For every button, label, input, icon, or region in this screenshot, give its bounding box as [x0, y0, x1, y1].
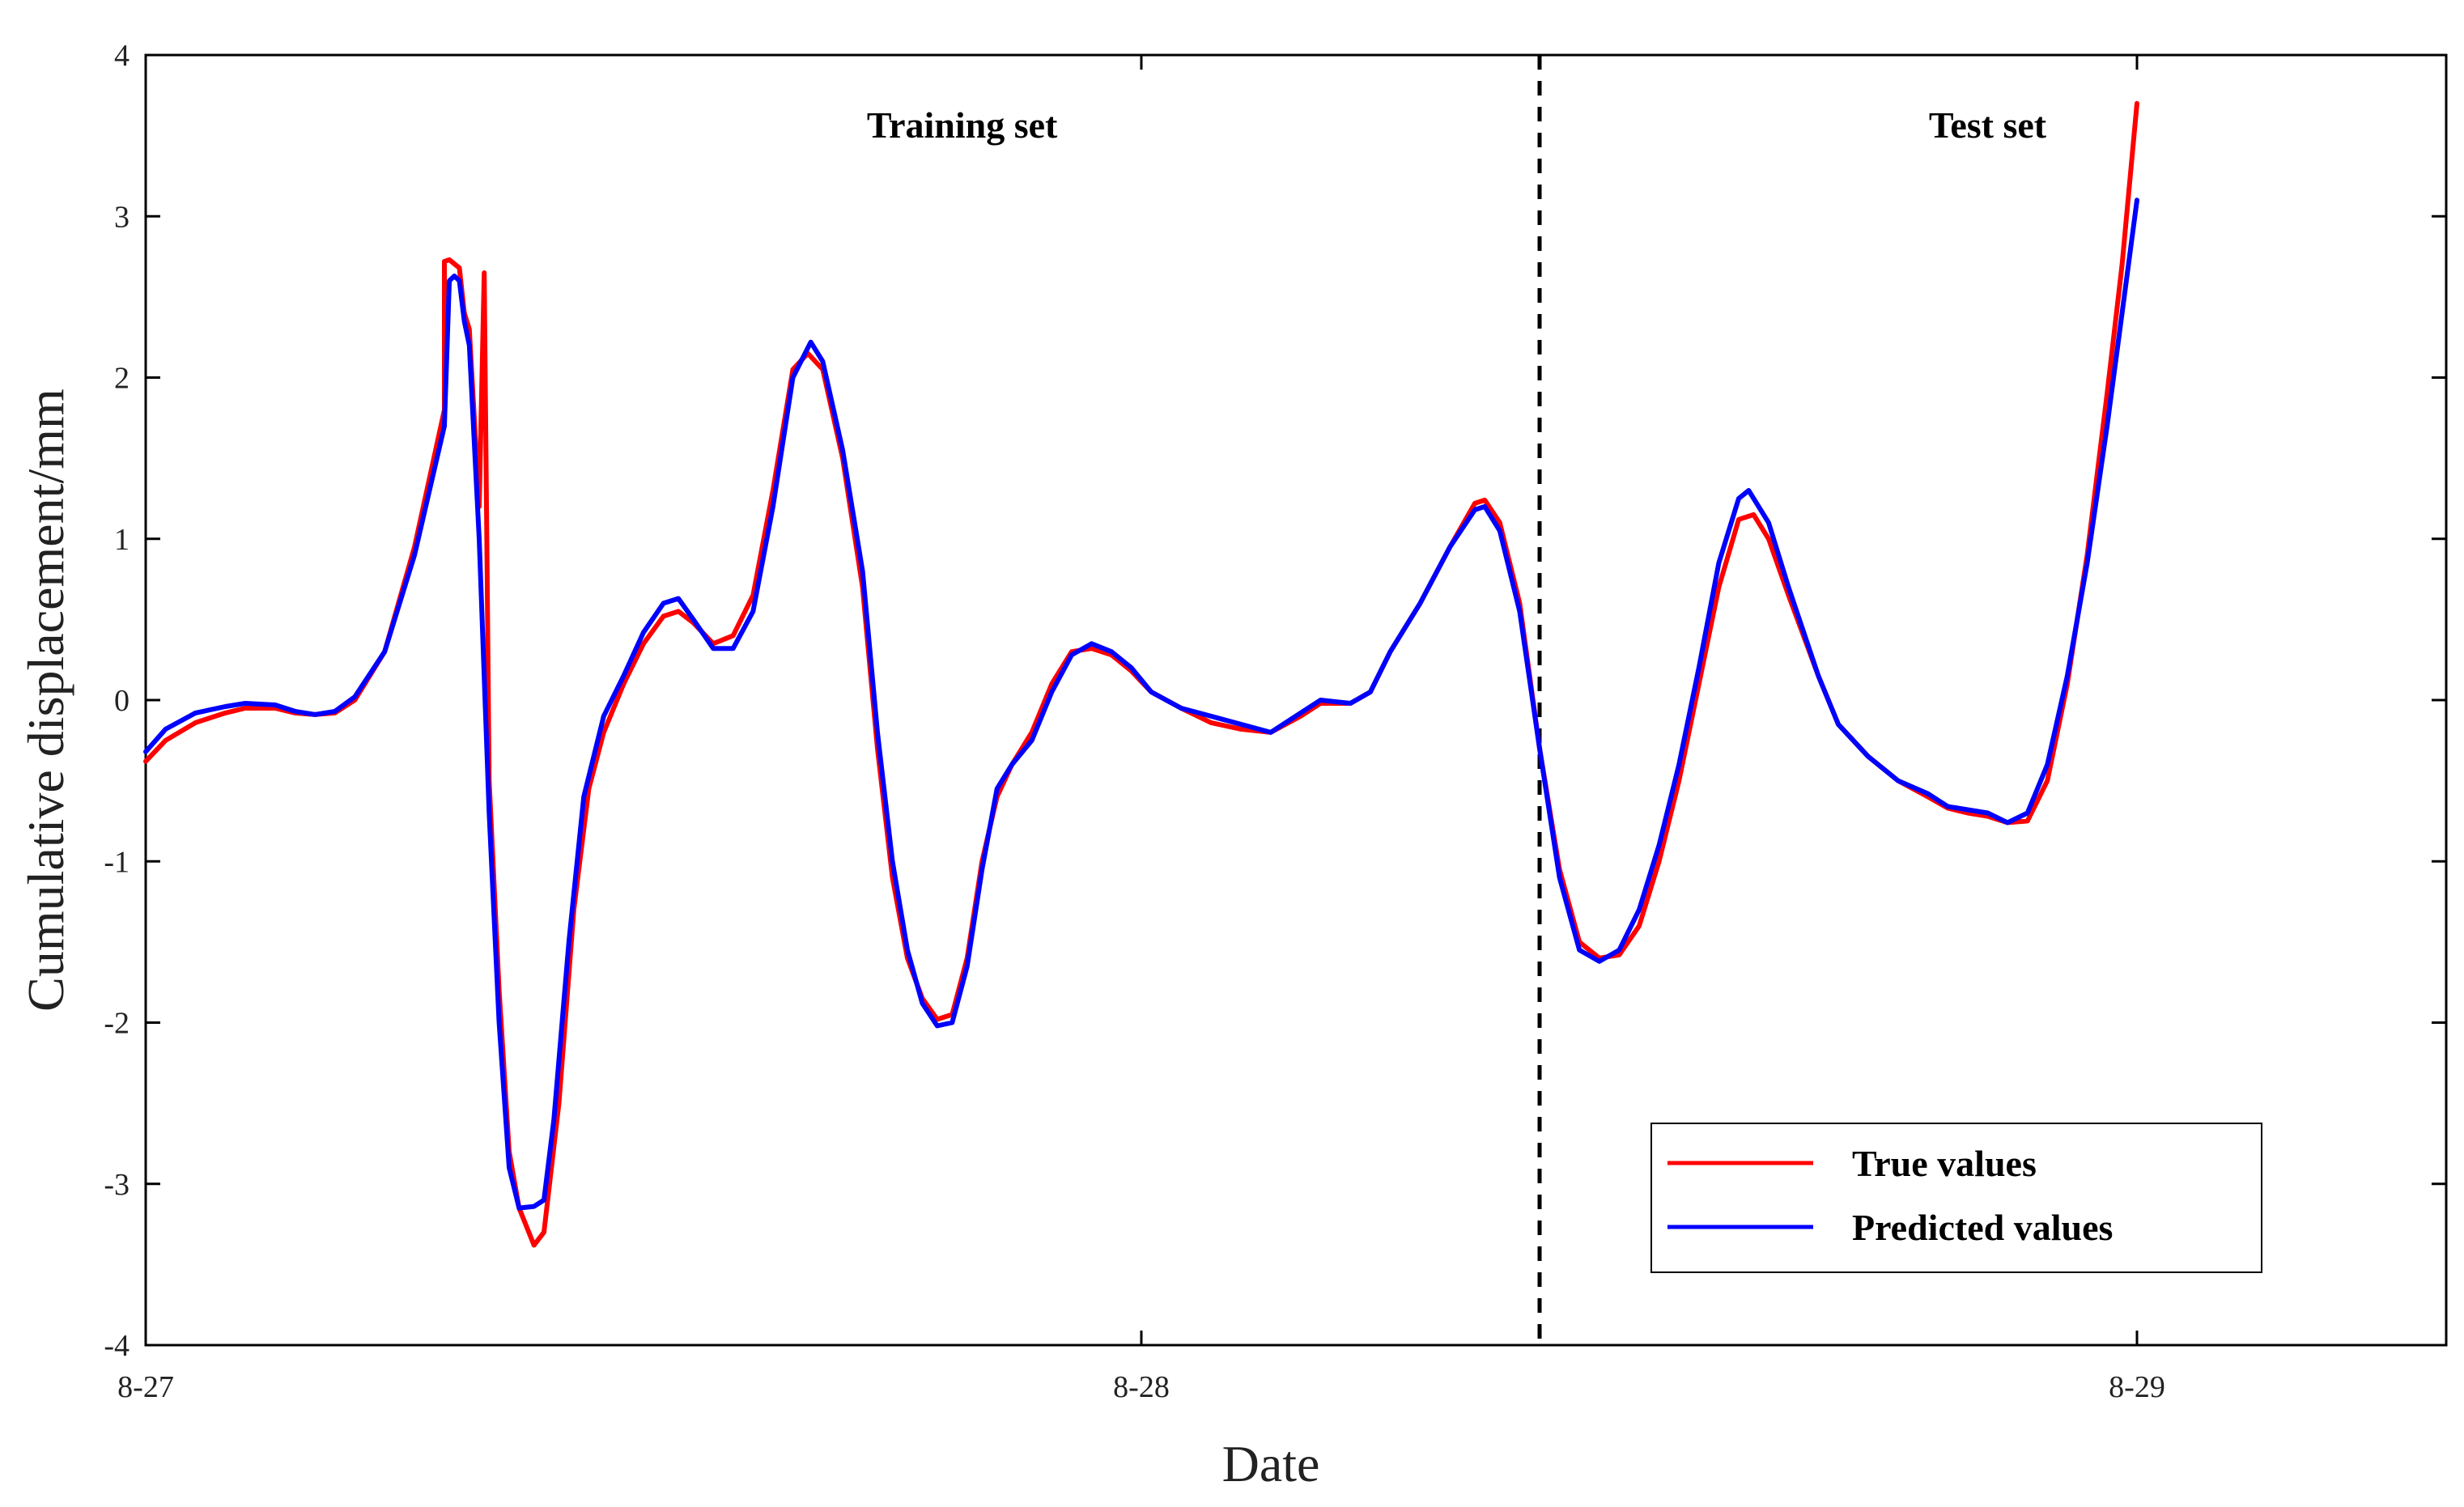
y-tick-label: 1: [114, 523, 130, 557]
x-tick-label: 8-27: [117, 1370, 174, 1404]
y-tick-label: -2: [104, 1007, 130, 1041]
x-tick-label: 8-29: [2109, 1370, 2165, 1404]
axis-ticks: [144, 53, 2446, 1347]
region-label: Training set: [867, 104, 1058, 146]
x-tick-labels: 8-27 8-28 8-29: [117, 1370, 2165, 1404]
legend-box: [1650, 1123, 2262, 1273]
y-tick-label: 2: [114, 362, 130, 396]
y-tick-label: -1: [104, 845, 130, 879]
y-axis-title: Cumulative displacement/mm: [17, 388, 74, 1012]
y-tick-labels: 4 3 2 1 0 -1 -2 -3 -4: [104, 39, 130, 1363]
legend-label-true: True values: [1852, 1143, 2037, 1184]
x-tick-label: 8-28: [1113, 1370, 1170, 1404]
series-lines: [143, 100, 2139, 1248]
y-tick-label: -3: [104, 1168, 130, 1202]
x-axis-title: Date: [1222, 1435, 1320, 1492]
series-line-predicted-values: [143, 197, 2139, 1211]
y-tick-label: 0: [114, 684, 130, 718]
legend-label-predicted: Predicted values: [1852, 1207, 2113, 1248]
y-tick-label: 3: [114, 200, 130, 234]
region-labels: Training set Test set: [867, 104, 2047, 146]
legend: True values Predicted values: [1650, 1123, 2262, 1273]
series-line-true-values: [143, 100, 2139, 1248]
y-tick-label: 4: [114, 39, 130, 73]
region-label: Test set: [1929, 104, 2047, 146]
y-tick-label: -4: [104, 1329, 130, 1363]
